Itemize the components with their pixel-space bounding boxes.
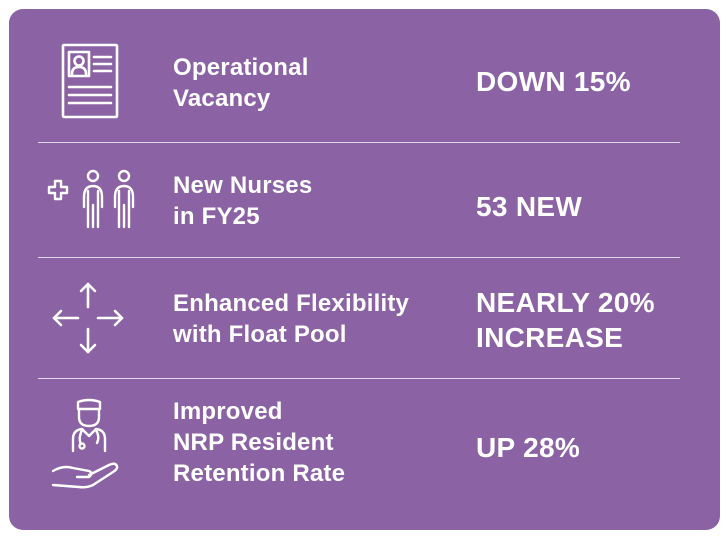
row-divider	[38, 378, 680, 379]
stat-label: Operational Vacancy	[173, 52, 309, 114]
stat-label: New Nurses in FY25	[173, 170, 312, 232]
stat-value-line: INCREASE	[476, 322, 624, 353]
stat-label-line: Improved	[173, 398, 283, 425]
stat-label-line: Operational	[173, 54, 309, 81]
nurse-in-hand-icon	[49, 398, 129, 495]
stat-value: NEARLY 20% INCREASE	[476, 285, 655, 355]
stat-label-line: Retention Rate	[173, 460, 346, 487]
resume-document-icon	[61, 43, 119, 119]
stat-label-line: New Nurses	[173, 172, 313, 199]
four-way-arrows-icon	[51, 281, 125, 355]
stat-value: 53 NEW	[476, 189, 582, 224]
stat-value: UP 28%	[476, 430, 580, 465]
stat-value-line: DOWN 15%	[476, 66, 631, 97]
new-nurses-icon	[42, 167, 142, 231]
stat-label: Improved NRP Resident Retention Rate	[173, 396, 345, 489]
row-divider	[38, 257, 680, 258]
stat-label-line: Vacancy	[173, 85, 271, 112]
stats-card: Operational Vacancy DOWN 15%	[9, 9, 720, 530]
stat-value-line: UP 28%	[476, 432, 581, 463]
stat-value-line: 53 NEW	[476, 191, 583, 222]
stat-label-line: NRP Resident	[173, 429, 334, 456]
stat-value-line: NEARLY 20%	[476, 287, 655, 318]
stat-label-line: in FY25	[173, 203, 260, 230]
stat-value: DOWN 15%	[476, 64, 631, 99]
row-divider	[38, 142, 680, 143]
stat-label-line: Enhanced Flexibility	[173, 290, 410, 317]
stat-label-line: with Float Pool	[173, 321, 347, 348]
stat-label: Enhanced Flexibility with Float Pool	[173, 288, 409, 350]
